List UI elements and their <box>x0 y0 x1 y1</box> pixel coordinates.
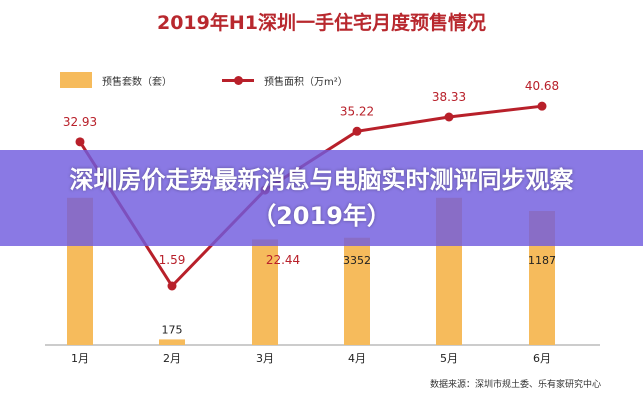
x-tick-label: 2月 <box>163 352 181 365</box>
bar-label: 175 <box>162 323 183 336</box>
line-label: 38.33 <box>432 90 466 104</box>
legend-line-swatch <box>222 75 254 85</box>
x-tick-label: 6月 <box>533 352 551 365</box>
legend-bar-swatch <box>60 72 92 88</box>
line-point <box>352 126 362 136</box>
line-point <box>167 281 177 291</box>
source-note: 数据来源：深圳市规土委、乐有家研究中心 <box>430 380 602 390</box>
line-label: 32.93 <box>63 115 97 129</box>
banner-text: 深圳房价走势最新消息与电脑实时测评同步观察（2019年） <box>69 166 574 230</box>
line-point <box>75 137 85 147</box>
line-label: 22.44 <box>266 253 300 267</box>
x-tick-label: 5月 <box>440 352 458 365</box>
bar <box>344 237 370 345</box>
chart-title: 2019年H1深圳一手住宅月度预售情况 <box>156 12 486 34</box>
legend-bar-label: 预售套数（套） <box>102 76 172 88</box>
line-label: 1.59 <box>159 253 186 267</box>
line-point <box>537 101 547 111</box>
line-point <box>444 112 454 122</box>
x-tick-label: 3月 <box>256 352 274 365</box>
bar <box>252 239 278 345</box>
line-label: 40.68 <box>525 79 559 93</box>
line-label: 35.22 <box>340 104 374 118</box>
overlay-banner: 深圳房价走势最新消息与电脑实时测评同步观察（2019年） <box>0 150 643 246</box>
bar-label: 1187 <box>528 254 556 267</box>
bar-label: 3352 <box>343 254 371 267</box>
legend-line-label: 预售面积（万m²） <box>264 76 348 88</box>
legend: 预售套数（套） 预售面积（万m²） <box>60 72 348 88</box>
bar <box>159 339 185 345</box>
x-tick-label: 1月 <box>71 352 89 365</box>
x-tick-label: 4月 <box>348 352 366 365</box>
